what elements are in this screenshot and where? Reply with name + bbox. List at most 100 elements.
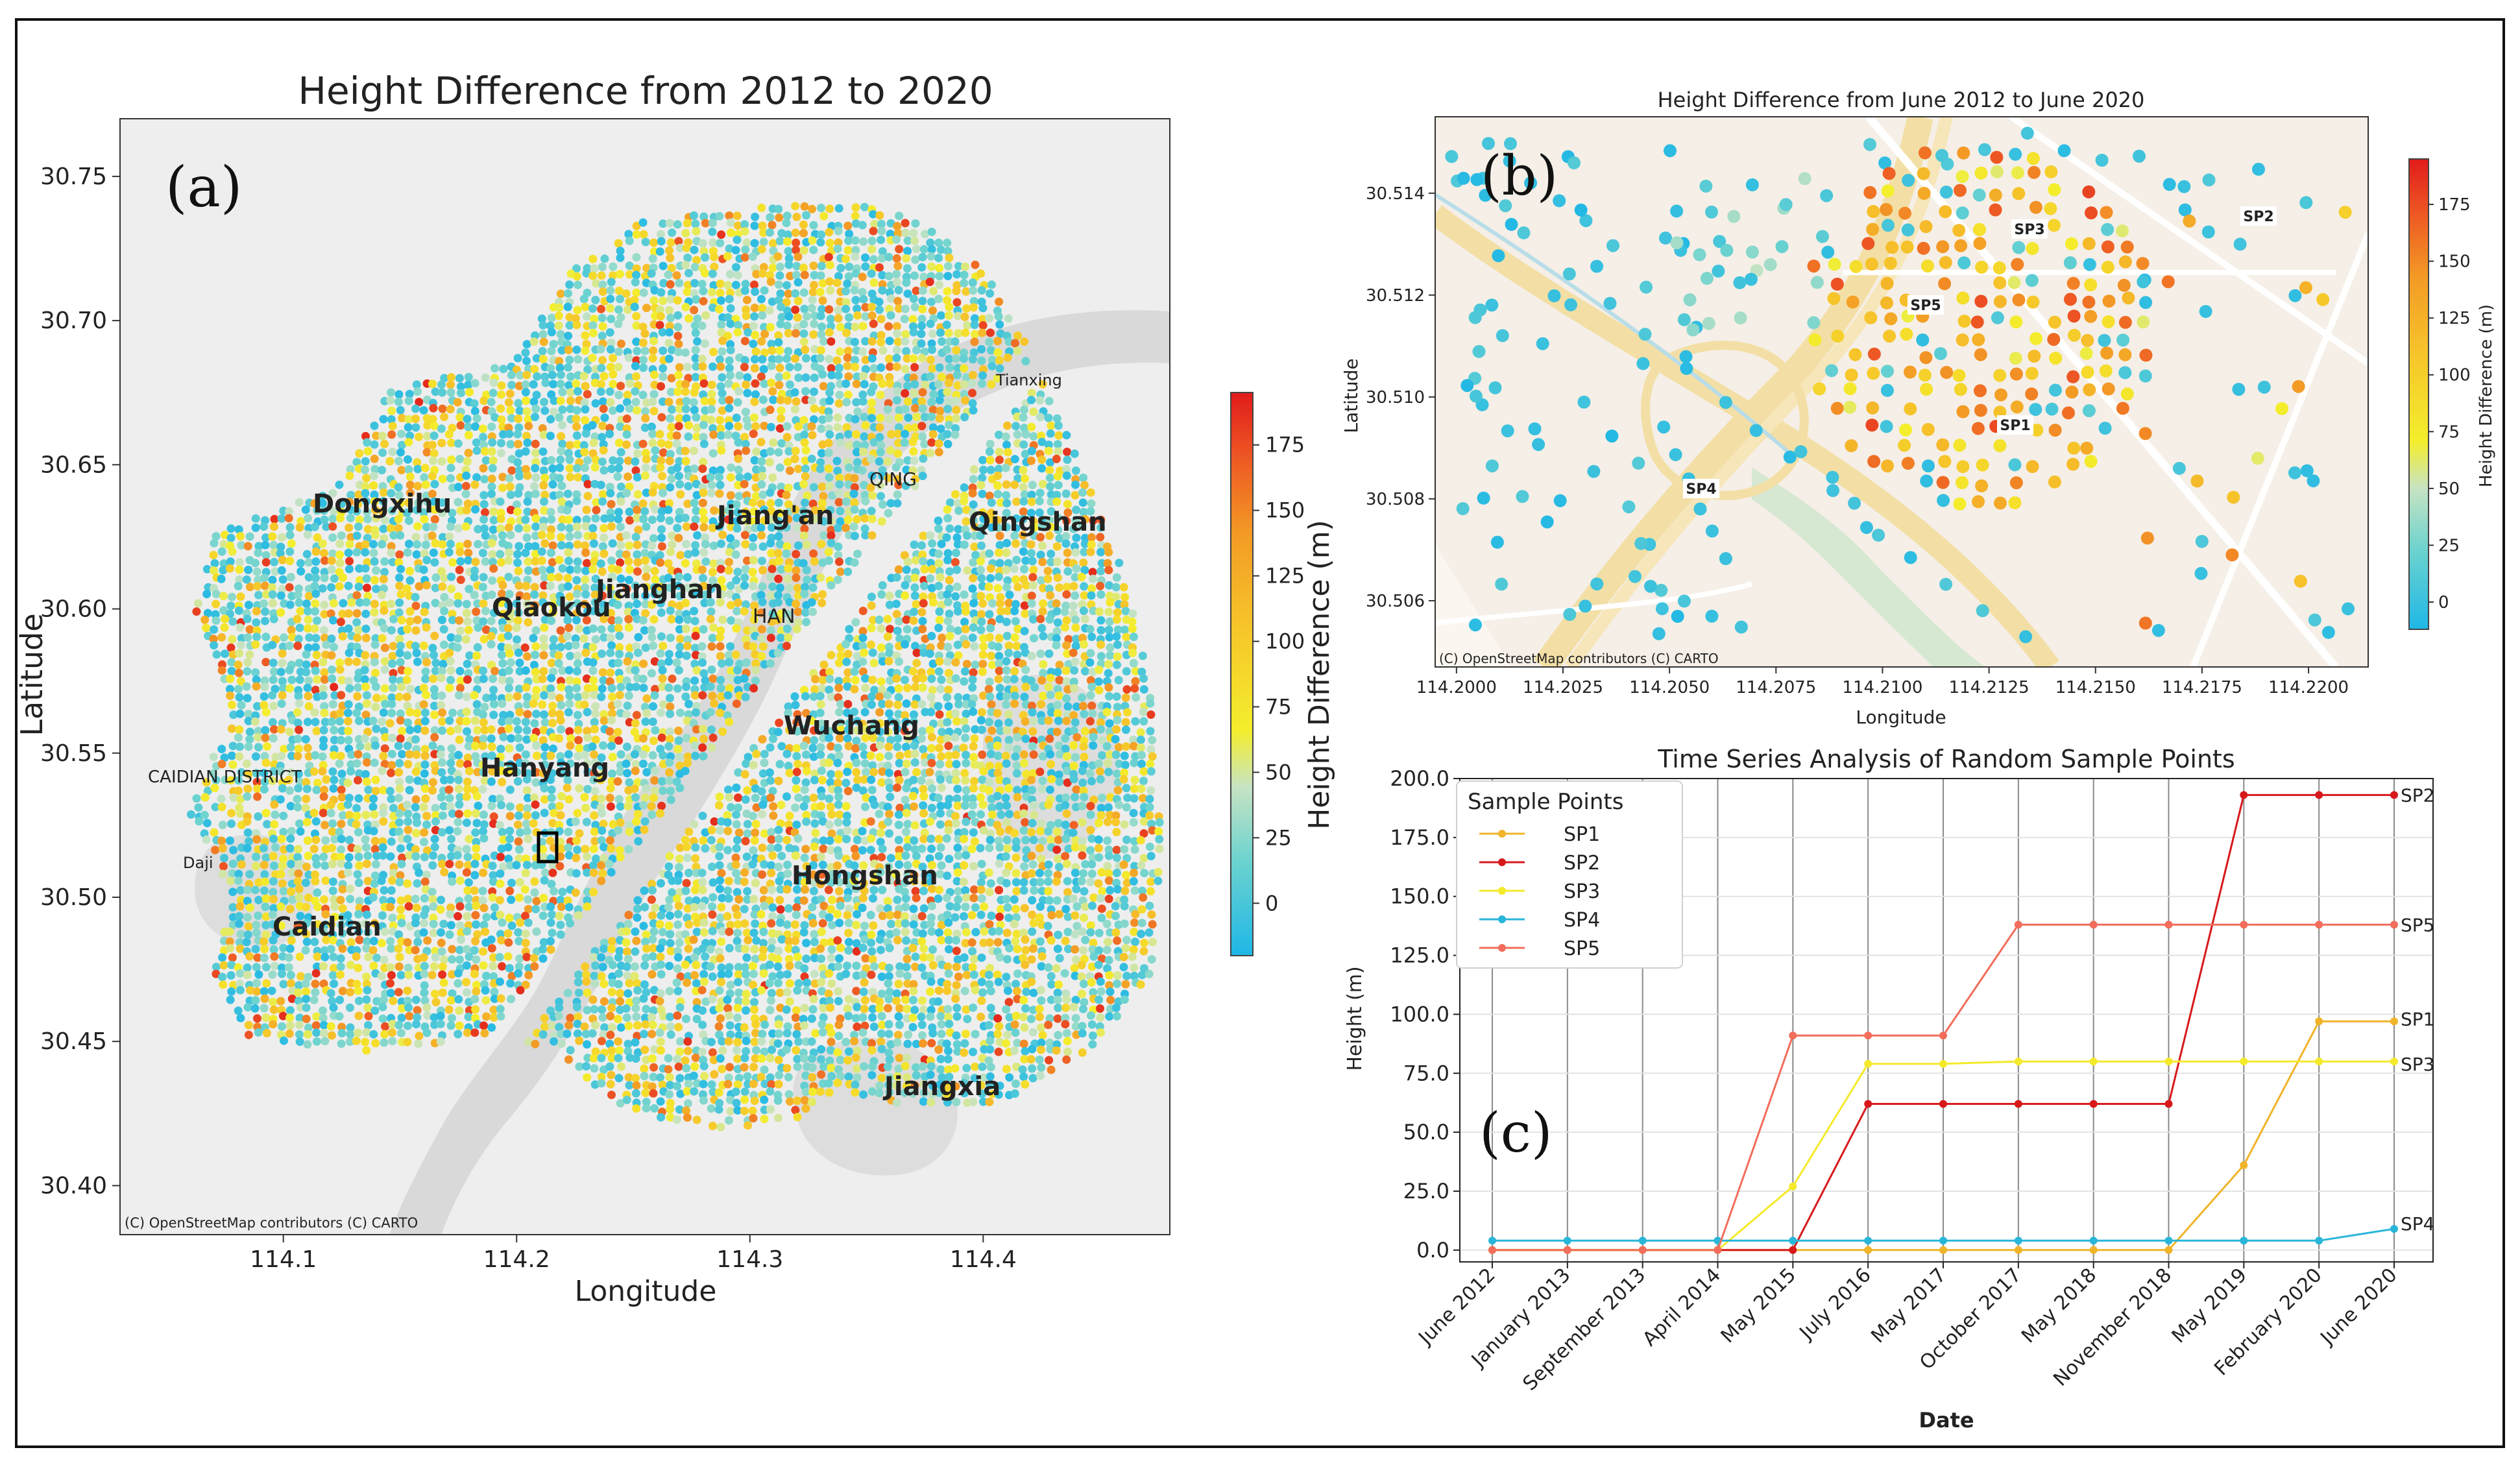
hex-cell (792, 212, 801, 221)
hex-cell (387, 708, 396, 718)
hex-cell (885, 591, 894, 600)
hex-cell (616, 448, 625, 457)
hex-cell (398, 727, 407, 736)
hex-cell (969, 599, 978, 608)
hex-cell (892, 674, 901, 683)
hex-cell (422, 690, 431, 699)
hex-cell (716, 296, 725, 305)
hex-cell (751, 676, 760, 685)
hex-cell (489, 685, 498, 694)
hex-cell (791, 289, 800, 298)
hex-cell (827, 364, 836, 373)
hex-cell (293, 642, 302, 650)
hex-cell (794, 348, 803, 357)
hex-cell (960, 278, 969, 287)
hex-cell (698, 362, 707, 371)
hex-cell (699, 548, 709, 557)
hex-cell (1052, 607, 1061, 616)
hex-cell (743, 295, 751, 304)
hex-cell (638, 439, 648, 448)
hex-cell (1113, 716, 1122, 725)
hex-cell (614, 319, 623, 328)
hex-cell (478, 710, 487, 719)
hex-cell (642, 784, 651, 793)
hex-cell (884, 272, 893, 281)
hex-cell (1046, 591, 1055, 600)
hex-cell (893, 783, 902, 792)
hex-cell (861, 356, 870, 365)
hex-cell (775, 213, 784, 222)
hex-cell (479, 500, 489, 509)
hex-cell (1146, 727, 1155, 736)
hex-cell (668, 346, 677, 354)
hex-cell (228, 617, 237, 626)
hex-cell (445, 648, 454, 657)
hex-cell (1002, 657, 1011, 666)
hex-cell (993, 374, 1002, 383)
hex-cell (878, 500, 888, 509)
hex-cell (655, 320, 664, 330)
hex-cell (243, 614, 252, 623)
hex-cell (766, 776, 775, 785)
hex-cell (845, 625, 854, 634)
hex-cell (706, 472, 715, 481)
hex-cell (261, 633, 271, 642)
hex-cell (1010, 480, 1019, 489)
hex-cell (1001, 463, 1010, 472)
hex-cell (446, 388, 455, 397)
hex-cell (1055, 750, 1064, 759)
hex-cell (709, 623, 718, 632)
hex-cell (827, 531, 836, 540)
hex-cell (420, 760, 430, 769)
hex-cell (293, 752, 302, 760)
hex-cell (295, 675, 304, 684)
hex-cell (834, 779, 843, 788)
hex-cell (261, 733, 270, 742)
hex-cell (648, 254, 657, 263)
hex-cell (607, 315, 616, 324)
hex-cell (606, 304, 614, 313)
hex-cell (917, 422, 927, 431)
hex-cell (1121, 625, 1129, 635)
hex-cell (825, 396, 834, 405)
hex-cell (1029, 432, 1038, 441)
hex-cell (438, 388, 446, 397)
hex-cell (575, 784, 584, 793)
hex-cell (464, 372, 473, 381)
hex-cell (833, 244, 842, 253)
hex-cell (1129, 742, 1138, 751)
hex-cell (894, 285, 903, 295)
hex-cell (616, 247, 625, 256)
hex-cell (766, 422, 775, 431)
hex-cell (523, 652, 532, 661)
hex-cell (1128, 648, 1137, 657)
hex-cell (934, 516, 943, 526)
hex-cell (641, 414, 650, 423)
hex-cell (716, 633, 724, 642)
hex-cell (1113, 660, 1121, 670)
hex-cell (681, 380, 690, 389)
hex-cell (630, 302, 639, 311)
hex-cell (978, 750, 987, 759)
hex-cell (447, 585, 456, 594)
hex-cell (497, 390, 505, 399)
hex-cell (444, 429, 454, 439)
hex-cell (867, 387, 876, 396)
hex-cell (614, 347, 623, 356)
hex-cell (437, 758, 446, 767)
hex-cell (312, 651, 321, 660)
hex-cell (681, 692, 690, 701)
hex-cell (413, 387, 422, 396)
hex-cell (437, 424, 446, 433)
hex-cell (455, 759, 465, 768)
hex-cell (937, 311, 945, 320)
hex-cell (951, 776, 960, 785)
hex-cell (1070, 449, 1079, 458)
hex-cell (428, 531, 437, 540)
hex-cell (445, 532, 454, 541)
hex-cell (657, 237, 666, 246)
hex-cell (1054, 481, 1063, 490)
hex-cell (1096, 566, 1105, 575)
hex-cell (419, 405, 428, 415)
hex-cell (276, 591, 285, 600)
